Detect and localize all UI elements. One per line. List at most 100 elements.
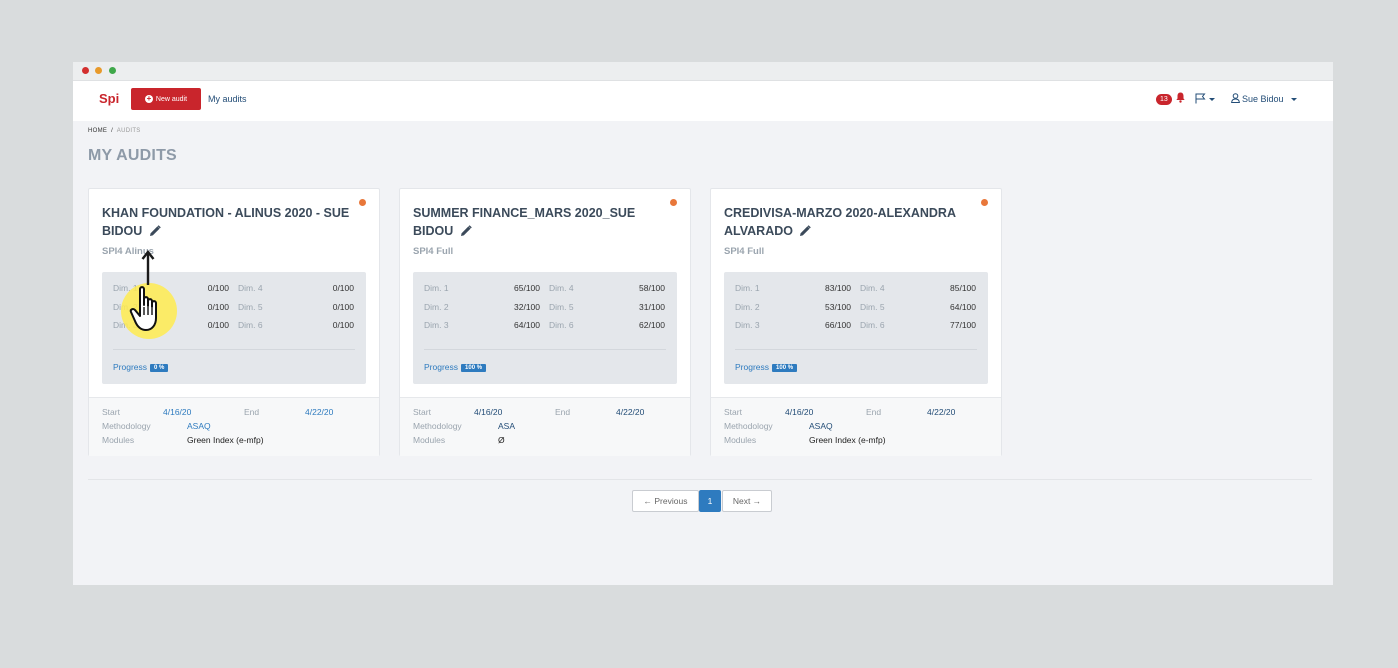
score-label: Dim. 5	[549, 302, 574, 312]
score-value: 0/100	[332, 302, 354, 312]
bell-icon[interactable]	[1176, 92, 1185, 103]
page-1-button[interactable]: 1	[699, 490, 721, 512]
status-dot	[670, 199, 677, 206]
score-value: 53/100	[825, 302, 851, 312]
score-value: 0/100	[332, 283, 354, 293]
progress-badge: 0 %	[150, 364, 169, 372]
audit-card[interactable]: KHAN FOUNDATION - ALINUS 2020 - SUE BIDO…	[88, 188, 380, 456]
pencil-icon[interactable]	[799, 225, 812, 237]
audit-card[interactable]: CREDIVISA-MARZO 2020-ALEXANDRA ALVARADO …	[710, 188, 1002, 456]
scores-panel: Dim. 1 65/100 Dim. 4 58/100 Dim. 2 32/10…	[413, 272, 677, 384]
end-date: 4/22/20	[927, 407, 956, 417]
audit-title-text: CREDIVISA-MARZO 2020-ALEXANDRA ALVARADO	[724, 206, 956, 238]
score-value: 66/100	[825, 320, 851, 330]
score-value: 0/100	[207, 283, 229, 293]
score-label: Dim. 4	[549, 283, 574, 293]
next-page-button[interactable]: Next →	[722, 490, 772, 512]
new-audit-button[interactable]: + New audit	[131, 88, 201, 110]
start-label: Start	[102, 407, 120, 417]
breadcrumb: HOME / AUDITS	[88, 128, 141, 134]
card-footer: Start 4/16/20 End 4/22/20 Methodology AS…	[400, 397, 690, 456]
score-label: Dim. 2	[735, 302, 760, 312]
methodology-label: Methodology	[724, 421, 773, 431]
score-row: Dim. 3 64/100 Dim. 6 62/100	[413, 320, 677, 334]
score-value: 0/100	[207, 302, 229, 312]
score-row: Dim. 3 66/100 Dim. 6 77/100	[724, 320, 988, 334]
brand-logo[interactable]: Spi	[99, 91, 120, 106]
modules-value: Green Index (e-mfp)	[187, 435, 264, 445]
progress-row: Progress 100 %	[424, 362, 487, 372]
end-date: 4/22/20	[305, 407, 334, 417]
score-value: 64/100	[514, 320, 540, 330]
browser-window: Spi + New audit My audits 13 Sue Bidou H…	[73, 62, 1333, 585]
user-icon[interactable]	[1231, 93, 1240, 103]
audit-subtitle: SPI4 Full	[724, 246, 765, 257]
notification-badge[interactable]: 13	[1156, 94, 1172, 105]
breadcrumb-home[interactable]: HOME	[88, 128, 108, 134]
score-label: Dim. 3	[735, 320, 760, 330]
previous-page-button[interactable]: ← Previous	[632, 490, 699, 512]
score-row: Dim. 1 83/100 Dim. 4 85/100	[724, 283, 988, 297]
score-label: Dim. 6	[549, 320, 574, 330]
my-audits-link[interactable]: My audits	[208, 94, 247, 104]
end-label: End	[866, 407, 882, 417]
breadcrumb-separator: /	[111, 128, 114, 134]
end-label: End	[555, 407, 571, 417]
end-label: End	[244, 407, 260, 417]
card-footer: Start 4/16/20 End 4/22/20 Methodology AS…	[89, 397, 379, 456]
start-label: Start	[724, 407, 742, 417]
start-date: 4/16/20	[163, 407, 192, 417]
chevron-down-icon[interactable]	[1291, 98, 1297, 101]
progress-badge: 100 %	[772, 364, 798, 372]
scores-panel: Dim. 1 83/100 Dim. 4 85/100 Dim. 2 53/10…	[724, 272, 988, 384]
score-label: Dim. 5	[860, 302, 885, 312]
status-dot	[981, 199, 988, 206]
chevron-down-icon[interactable]	[1209, 98, 1215, 101]
user-menu[interactable]: Sue Bidou	[1242, 94, 1284, 104]
score-row: Dim. 2 32/100 Dim. 5 31/100	[413, 302, 677, 316]
divider	[735, 349, 977, 350]
score-label: Dim. 6	[860, 320, 885, 330]
score-value: 65/100	[514, 283, 540, 293]
start-label: Start	[413, 407, 431, 417]
score-value: 32/100	[514, 302, 540, 312]
score-value: 83/100	[825, 283, 851, 293]
start-date: 4/16/20	[474, 407, 503, 417]
maximize-dot-icon[interactable]	[109, 67, 116, 74]
score-label: Dim. 6	[238, 320, 263, 330]
section-divider	[88, 479, 1312, 480]
audit-title[interactable]: CREDIVISA-MARZO 2020-ALEXANDRA ALVARADO	[724, 204, 982, 240]
score-label: Dim. 1	[113, 283, 138, 293]
close-dot-icon[interactable]	[82, 67, 89, 74]
methodology-value: ASA	[498, 421, 516, 431]
progress-label: Progress	[424, 362, 459, 372]
top-navbar: Spi + New audit My audits 13 Sue Bidou	[73, 81, 1333, 121]
modules-label: Modules	[724, 435, 757, 445]
audit-card[interactable]: SUMMER FINANCE_MARS 2020_SUE BIDOU SPI4 …	[399, 188, 691, 456]
score-value: 62/100	[639, 320, 665, 330]
status-dot	[359, 199, 366, 206]
pencil-icon[interactable]	[460, 225, 472, 237]
audit-title-text: KHAN FOUNDATION - ALINUS 2020 - SUE BIDO…	[102, 206, 350, 238]
pencil-icon[interactable]	[149, 225, 161, 237]
audit-title[interactable]: KHAN FOUNDATION - ALINUS 2020 - SUE BIDO…	[102, 204, 360, 240]
modules-label: Modules	[413, 435, 446, 445]
flag-icon[interactable]	[1195, 93, 1206, 104]
scores-panel: Dim. 1 0/100 Dim. 4 0/100 Dim. 2 0/100 D…	[102, 272, 366, 384]
end-date: 4/22/20	[616, 407, 645, 417]
modules-value: Ø	[498, 435, 505, 445]
audit-subtitle: SPI4 Alinus	[102, 246, 154, 257]
audit-title-text: SUMMER FINANCE_MARS 2020_SUE BIDOU	[413, 206, 636, 238]
methodology-value: ASAQ	[187, 421, 211, 431]
progress-row: Progress 0 %	[113, 362, 169, 372]
modules-value: Green Index (e-mfp)	[809, 435, 886, 445]
score-label: Dim. 4	[860, 283, 885, 293]
audit-title[interactable]: SUMMER FINANCE_MARS 2020_SUE BIDOU	[413, 204, 671, 240]
score-value: 0/100	[332, 320, 354, 330]
score-label: Dim. 3	[424, 320, 449, 330]
audit-subtitle: SPI4 Full	[413, 246, 454, 257]
methodology-label: Methodology	[413, 421, 462, 431]
minimize-dot-icon[interactable]	[95, 67, 102, 74]
score-value: 85/100	[950, 283, 976, 293]
start-date: 4/16/20	[785, 407, 814, 417]
